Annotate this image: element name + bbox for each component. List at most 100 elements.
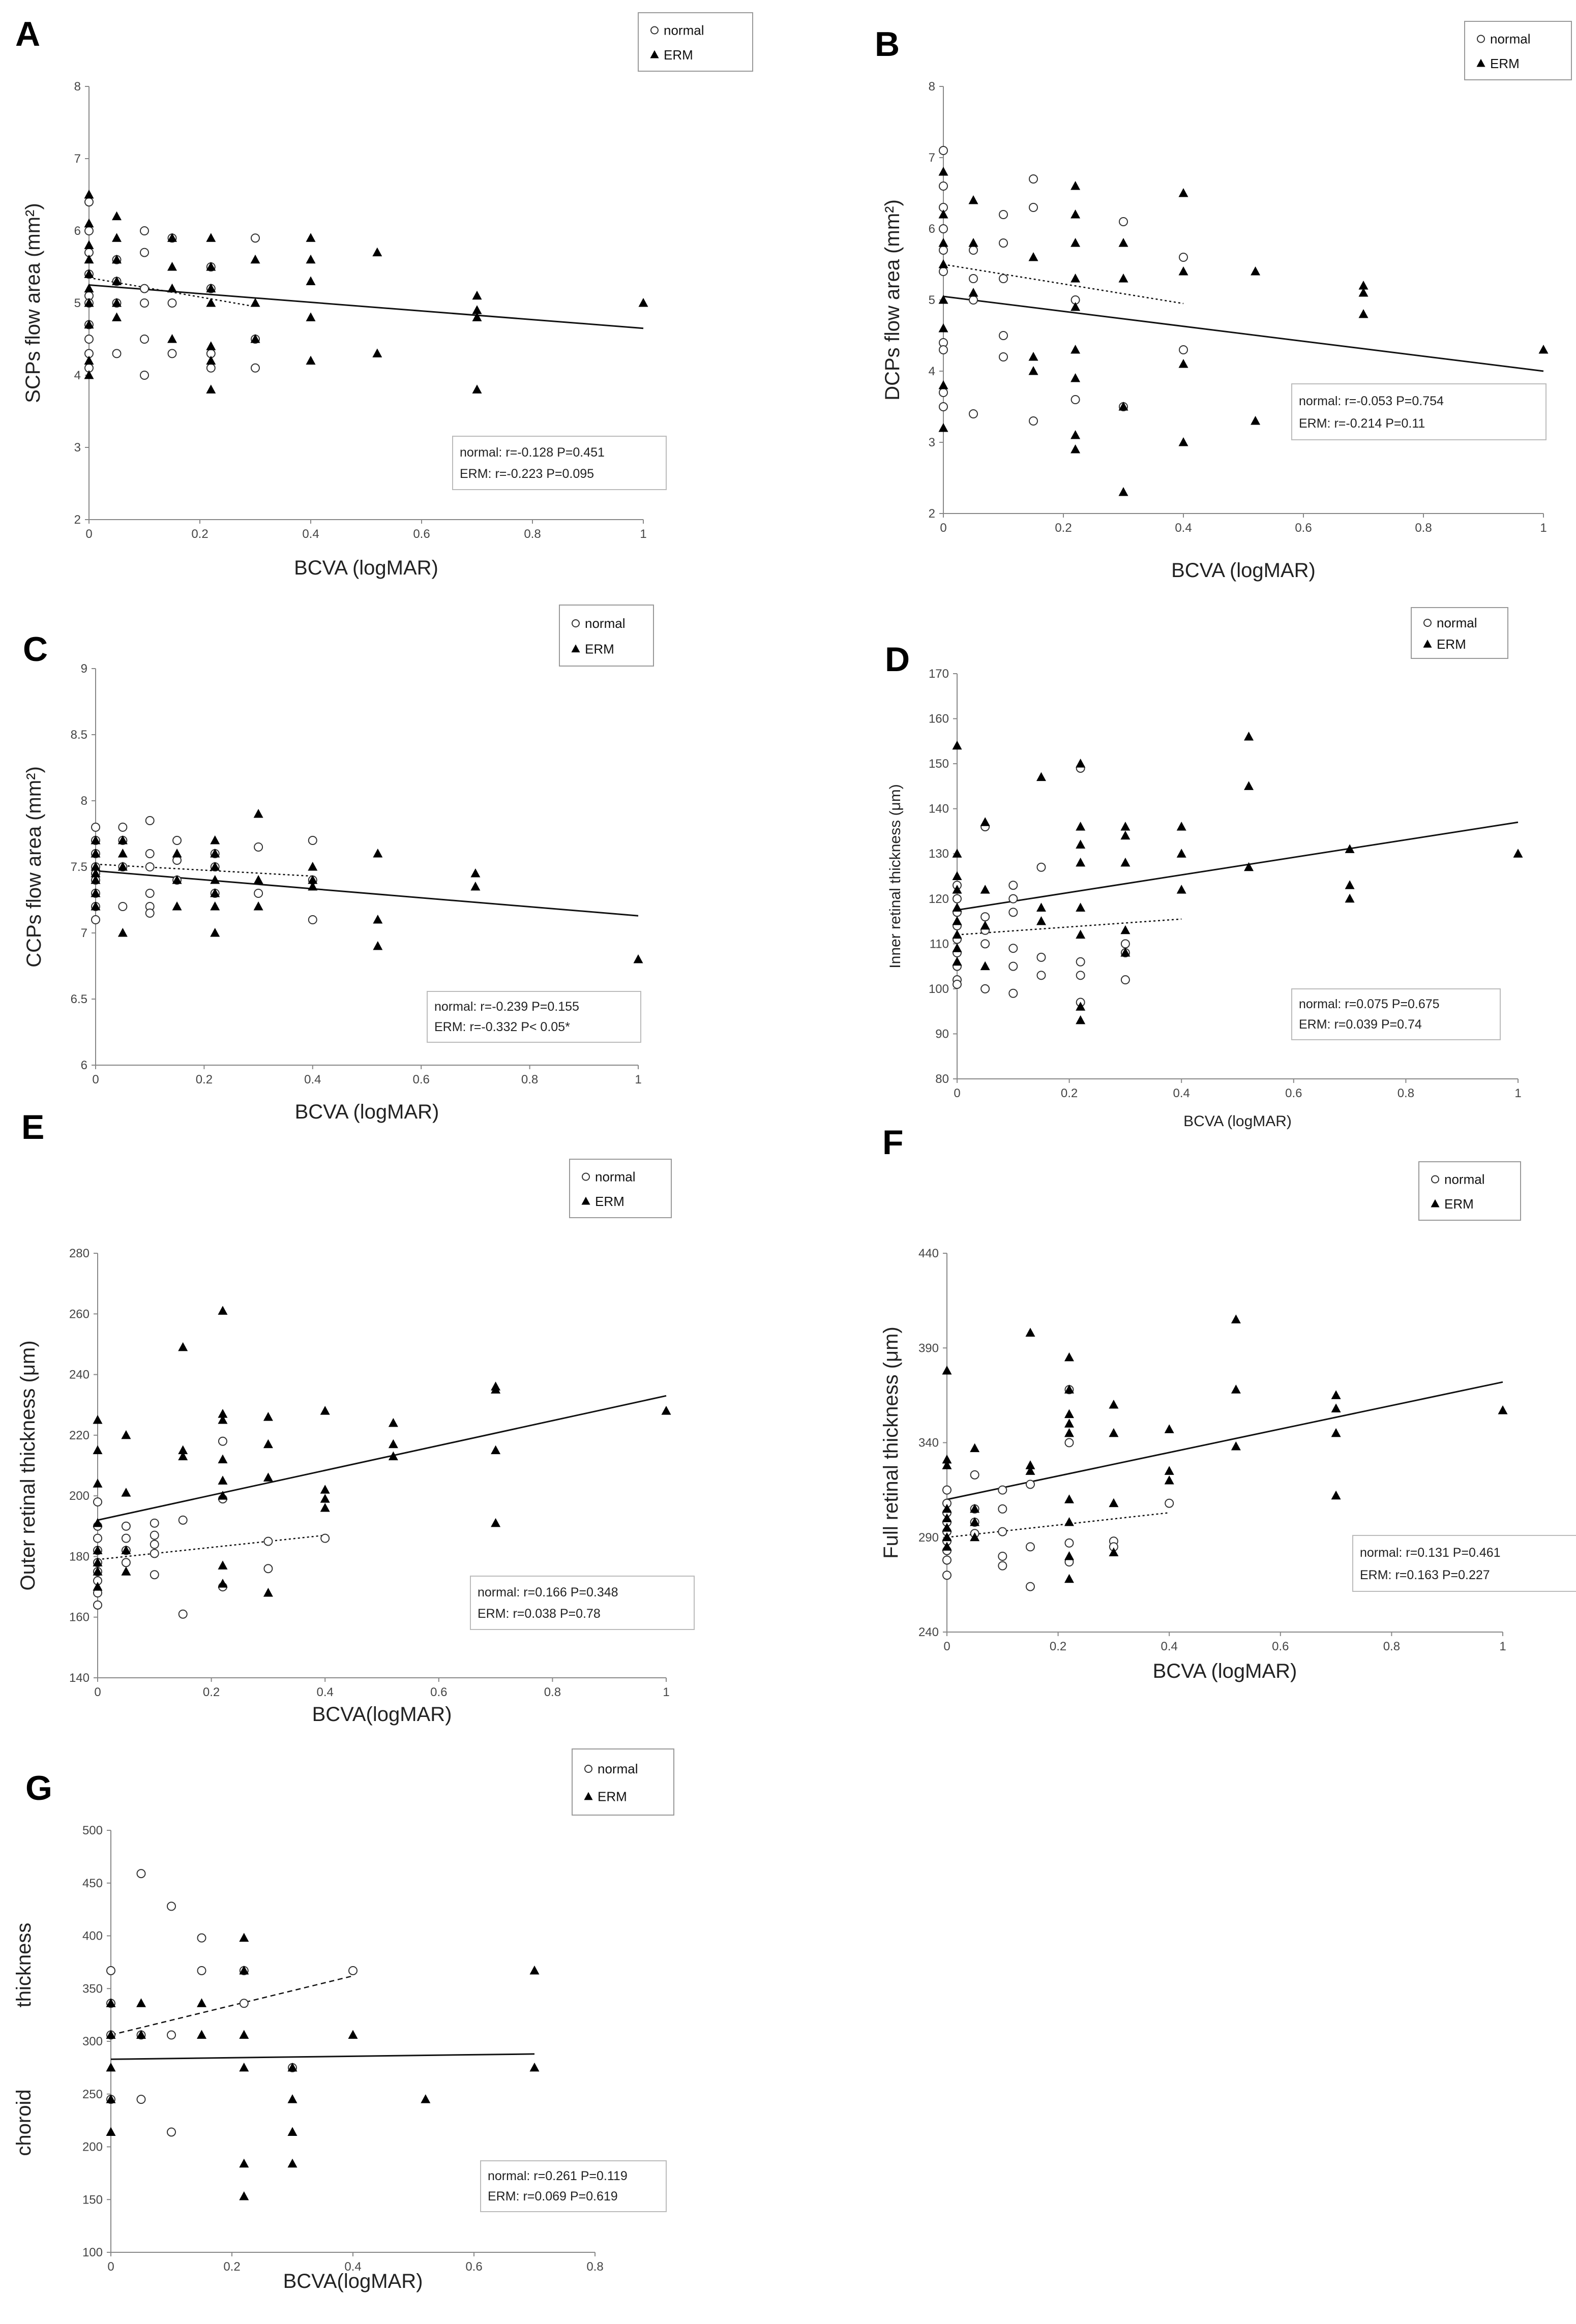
y-axis-label: DCPs flow area (mm²) xyxy=(881,199,904,401)
erm-data-point xyxy=(239,1965,249,1975)
y-tick-label: 9 xyxy=(81,662,87,676)
erm-data-point xyxy=(348,2030,358,2039)
y-tick-label: 400 xyxy=(82,1929,103,1943)
legend: normal ERM xyxy=(1418,1161,1521,1221)
normal-data-point xyxy=(942,1571,951,1580)
y-tick-label: 440 xyxy=(918,1247,939,1260)
normal-data-point xyxy=(980,912,990,922)
panel-f: F 240 290 340 390 440 0 0.2 0.4 0.6 0.8 1 BCVA (logM… xyxy=(880,1123,1576,1682)
y-tick-label: 7.5 xyxy=(71,860,87,874)
erm-data-point xyxy=(1164,1475,1174,1485)
erm-data-point xyxy=(1244,781,1254,790)
y-tick-label: 5 xyxy=(74,296,81,310)
erm-data-point xyxy=(1064,1384,1074,1394)
erm-data-point xyxy=(112,312,122,321)
erm-data-point xyxy=(1120,948,1131,957)
erm-data-point xyxy=(306,276,316,285)
normal-data-point xyxy=(254,842,263,852)
erm-data-point xyxy=(218,1409,228,1418)
panel-letter: D xyxy=(885,640,910,679)
erm-regression-line xyxy=(943,295,1544,372)
stats-normal: normal: r=0.075 P=0.675 xyxy=(1299,997,1440,1011)
erm-data-point xyxy=(952,871,962,880)
x-tick-label: 0.8 xyxy=(521,1073,538,1086)
x-tick-label: 0 xyxy=(954,1086,960,1100)
normal-data-point xyxy=(251,363,260,373)
erm-data-point xyxy=(1118,274,1128,283)
erm-data-point xyxy=(952,943,962,952)
y-tick-label: 140 xyxy=(929,802,949,816)
x-tick-label: 0 xyxy=(940,521,946,535)
normal-regression-line xyxy=(943,263,1184,305)
erm-data-point xyxy=(970,1443,980,1453)
erm-data-point xyxy=(206,298,216,307)
normal-data-point xyxy=(206,363,216,373)
erm-data-point xyxy=(980,817,990,826)
erm-data-point xyxy=(91,875,101,884)
erm-data-point xyxy=(942,1513,952,1522)
normal-data-point xyxy=(167,2127,176,2137)
normal-data-point xyxy=(1008,894,1018,903)
erm-data-point xyxy=(1071,444,1081,454)
legend-normal-label: normal xyxy=(1444,1172,1484,1187)
normal-data-point xyxy=(136,2095,146,2104)
y-axis-label: thickness xyxy=(13,1923,35,2008)
erm-regression-line xyxy=(97,1395,667,1521)
erm-data-point xyxy=(121,1430,131,1439)
erm-data-point xyxy=(1176,822,1186,831)
y-tick-label: 450 xyxy=(82,1877,103,1890)
stats-normal: normal: r=-0.128 P=0.451 xyxy=(460,445,605,460)
legend-erm-label: ERM xyxy=(1437,637,1466,652)
x-tick-label: 0.4 xyxy=(1173,1086,1190,1100)
stats-border xyxy=(427,991,641,1043)
erm-data-point xyxy=(210,875,220,884)
erm-data-point xyxy=(306,355,316,365)
y-tick-label: 340 xyxy=(918,1436,939,1450)
legend-box xyxy=(559,605,654,667)
erm-data-point xyxy=(1331,1403,1341,1412)
erm-data-point xyxy=(263,1412,273,1421)
legend-erm-label: ERM xyxy=(585,641,614,656)
erm-data-point xyxy=(1176,885,1186,894)
erm-data-point xyxy=(218,1415,228,1424)
erm-data-point xyxy=(1076,1002,1086,1011)
normal-data-point xyxy=(1064,1438,1074,1447)
normal-data-point xyxy=(999,331,1008,340)
legend-normal-marker xyxy=(582,1172,590,1181)
normal-data-point xyxy=(939,246,948,255)
normal-data-point xyxy=(942,1555,951,1565)
x-tick-label: 0 xyxy=(107,2260,114,2274)
y-axis-label: Full retinal thickness (μm) xyxy=(880,1326,902,1558)
normal-data-point xyxy=(167,1902,176,1911)
panel-a: A 2 3 4 5 6 7 8 0 0.2 0.4 0.6 0.8 1 BCVA (logMAR) SCPs … xyxy=(15,12,753,579)
erm-data-point xyxy=(1231,1384,1241,1394)
normal-data-point xyxy=(218,1436,227,1446)
y-tick-label: 8.5 xyxy=(71,728,87,742)
erm-data-point xyxy=(167,283,177,293)
y-tick-label: 240 xyxy=(918,1625,939,1639)
erm-data-point xyxy=(1036,902,1046,912)
normal-data-point xyxy=(178,1609,188,1619)
erm-data-point xyxy=(938,323,948,333)
panel-letter: E xyxy=(21,1108,44,1146)
erm-data-point xyxy=(1120,925,1131,934)
normal-data-point xyxy=(942,1485,951,1495)
x-tick-label: 0.4 xyxy=(344,2260,361,2274)
erm-data-point xyxy=(1109,1400,1119,1409)
erm-data-point xyxy=(1118,238,1128,247)
stats-erm: ERM: r=-0.214 P=0.11 xyxy=(1299,416,1425,431)
y-tick-label: 3 xyxy=(74,441,81,455)
erm-data-point xyxy=(938,209,948,219)
normal-data-point xyxy=(197,1933,206,1943)
panel-letter: F xyxy=(882,1123,904,1162)
erm-data-point xyxy=(167,233,177,242)
legend-box xyxy=(572,1748,674,1816)
y-tick-label: 200 xyxy=(82,2140,103,2154)
legend-erm-label: ERM xyxy=(595,1194,625,1209)
normal-data-point xyxy=(1008,944,1018,953)
normal-data-point xyxy=(145,909,155,918)
erm-data-point xyxy=(84,254,94,264)
erm-data-point xyxy=(93,1415,103,1424)
y-axis-label: choroid xyxy=(13,2089,35,2156)
